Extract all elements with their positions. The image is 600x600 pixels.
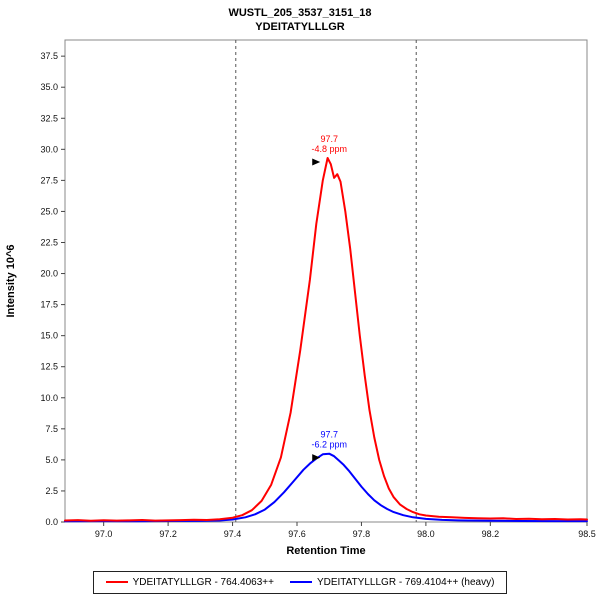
y-tick-label: 27.5 — [40, 175, 58, 185]
y-tick-label: 7.5 — [45, 424, 58, 434]
y-tick-label: 20.0 — [40, 269, 58, 279]
x-tick-label: 98.2 — [482, 529, 500, 539]
peak-annotation-rt: 97.7 — [320, 134, 338, 144]
legend-item: YDEITATYLLLGR - 769.4104++ (heavy) — [289, 576, 495, 588]
x-tick-label: 97.8 — [353, 529, 371, 539]
chromatogram-trace-1 — [64, 452, 588, 523]
x-tick-label: 97.2 — [159, 529, 177, 539]
legend-area: YDEITATYLLLGR - 764.4063++ YDEITATYLLLGR … — [0, 570, 600, 594]
peak-pointer-arrow-icon — [312, 454, 321, 462]
legend: YDEITATYLLLGR - 764.4063++ YDEITATYLLLGR … — [92, 570, 508, 594]
x-axis-label: Retention Time — [286, 545, 365, 557]
chart-title-line1: WUSTL_205_3537_3151_18 — [228, 7, 372, 19]
chart-title: WUSTL_205_3537_3151_18 YDEITATYLLLGR — [0, 0, 600, 34]
y-tick-label: 5.0 — [45, 455, 58, 465]
x-tick-label: 98.0 — [417, 529, 435, 539]
y-tick-label: 2.5 — [45, 486, 58, 496]
x-tick-label: 98.5 — [578, 529, 596, 539]
y-tick-label: 37.5 — [40, 51, 58, 61]
y-tick-label: 0.0 — [45, 517, 58, 527]
chromatogram-trace-0 — [64, 157, 588, 522]
y-axis-label: Intensity 10^6 — [5, 244, 17, 317]
x-tick-label: 97.6 — [288, 529, 306, 539]
y-tick-label: 22.5 — [40, 237, 58, 247]
y-tick-label: 10.0 — [40, 393, 58, 403]
legend-label: YDEITATYLLLGR - 764.4063++ — [132, 576, 274, 588]
peak-annotation-ppm: -4.8 ppm — [311, 144, 347, 154]
chart-title-line2: YDEITATYLLLGR — [255, 21, 345, 33]
y-tick-label: 17.5 — [40, 300, 58, 310]
y-tick-label: 25.0 — [40, 206, 58, 216]
peak-annotation-ppm: -6.2 ppm — [311, 440, 347, 450]
y-tick-label: 30.0 — [40, 144, 58, 154]
legend-label: YDEITATYLLLGR - 769.4104++ (heavy) — [316, 576, 495, 588]
y-tick-label: 32.5 — [40, 113, 58, 123]
legend-item: YDEITATYLLLGR - 764.4063++ — [105, 576, 274, 588]
y-tick-label: 12.5 — [40, 362, 58, 372]
x-tick-label: 97.0 — [95, 529, 113, 539]
y-tick-label: 35.0 — [40, 82, 58, 92]
peak-annotation-rt: 97.7 — [320, 430, 338, 440]
x-tick-label: 97.4 — [224, 529, 242, 539]
legend-line-swatch — [289, 581, 312, 583]
legend-line-swatch — [105, 581, 128, 583]
peak-pointer-arrow-icon — [312, 158, 321, 166]
chromatogram-plot[interactable]: 0.0 2.5 5.0 7.5 10.0 12.5 15.0 17.5 20.0 22.5 25.0… — [0, 34, 600, 568]
y-tick-label: 15.0 — [40, 331, 58, 341]
plot-border — [64, 39, 588, 523]
